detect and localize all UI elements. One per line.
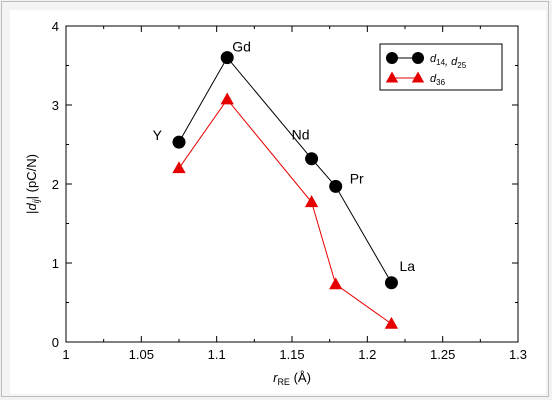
point-label: Y [153, 127, 163, 143]
data-point-triangle [304, 195, 319, 208]
x-tick-label: 1.05 [129, 347, 154, 362]
x-tick-label: 1 [62, 347, 69, 362]
data-point-triangle [384, 316, 399, 329]
data-point-circle [384, 276, 398, 290]
data-point-triangle [220, 92, 234, 105]
data-point-triangle [172, 161, 186, 174]
data-point-circle [305, 152, 319, 166]
legend-marker-circle [412, 52, 424, 64]
series-line-1 [178, 98, 392, 325]
point-label: La [399, 258, 415, 274]
x-tick-label: 1.1 [208, 347, 226, 362]
point-label: Nd [292, 127, 310, 143]
data-point-triangle [329, 277, 343, 290]
y-axis-label: |dij| (pC/N) [24, 154, 41, 214]
legend-label: d36 [430, 73, 446, 87]
legend-marker-circle [386, 52, 398, 64]
y-tick-label: 3 [52, 98, 59, 113]
x-tick-label: 1.15 [279, 347, 304, 362]
data-point-circle [329, 179, 343, 193]
legend-marker-triangle [385, 71, 399, 83]
series-layer [172, 51, 399, 329]
y-tick-label: 4 [52, 19, 59, 34]
data-point-circle [172, 135, 186, 149]
x-axis-label: rRE (Å) [273, 370, 311, 387]
x-tick-label: 1.25 [430, 347, 455, 362]
legend-marker-triangle [411, 71, 425, 83]
labels-layer: Y Gd Nd Pr La [153, 39, 416, 274]
point-label: Pr [350, 170, 364, 186]
data-point-circle [220, 51, 234, 65]
y-tick-label: 0 [52, 335, 59, 350]
y-tick-label: 2 [52, 177, 59, 192]
legend: d14, d25 d36 [379, 43, 503, 91]
legend-label: d14, d25 [430, 53, 467, 70]
y-tick-label: 1 [52, 256, 59, 271]
legend-box [379, 43, 503, 91]
x-tick-label: 1.3 [509, 347, 527, 362]
point-label: Gd [232, 39, 251, 55]
x-tick-label: 1.2 [358, 347, 376, 362]
